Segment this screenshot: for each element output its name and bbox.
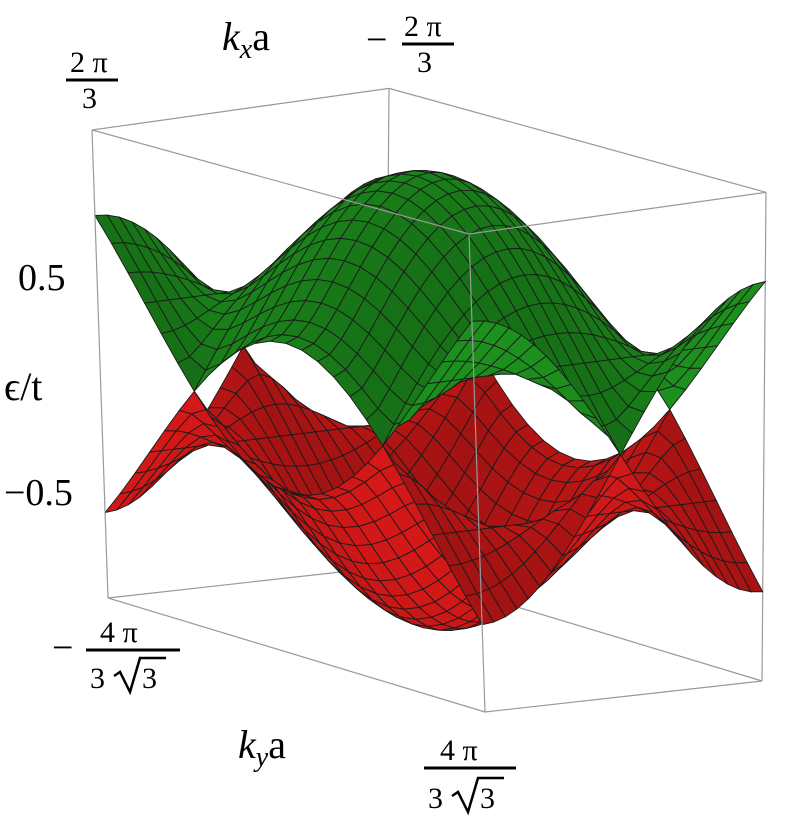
x-tick-label-minus-2pi-over-3: − 2 π 3 (366, 10, 454, 79)
z-axis-label: ϵ/t (4, 364, 42, 409)
y-tick-label-4pi-over-3root3: 4 π 3 3 (424, 734, 516, 816)
z-tick-label-minus-0.5: −0.5 (4, 472, 73, 514)
bounding-box-front (91, 129, 767, 713)
box-edge (91, 129, 470, 235)
svg-text:2 π: 2 π (70, 46, 108, 79)
box-edge (468, 233, 486, 713)
z-tick-label-0.5: 0.5 (18, 257, 66, 299)
svg-text:−: − (366, 19, 387, 61)
svg-text:4 π: 4 π (440, 734, 478, 767)
box-edge (761, 192, 767, 682)
box-edge (484, 680, 763, 713)
svg-text:2 π: 2 π (404, 10, 442, 43)
surfaces (94, 170, 767, 632)
svg-text:3: 3 (90, 662, 105, 695)
svg-text:3: 3 (428, 782, 443, 815)
x-tick-label-2pi-over-3: 2 π 3 (66, 46, 118, 115)
lower-band-patch (178, 390, 208, 415)
box-edge (468, 191, 767, 235)
svg-text:3: 3 (480, 782, 495, 815)
svg-text:3: 3 (417, 46, 432, 79)
box-edge (91, 87, 390, 131)
svg-text:−: − (52, 627, 73, 669)
box-edge (388, 87, 767, 193)
svg-text:4 π: 4 π (100, 616, 138, 649)
x-axis-label: kxa (222, 14, 270, 65)
box-edge (107, 597, 486, 713)
y-tick-label-minus-4pi-over-3root3: − 4 π 3 3 (52, 616, 180, 696)
svg-text:3: 3 (82, 82, 97, 115)
box-edge (91, 129, 109, 599)
y-axis-label: kya (238, 722, 286, 773)
svg-text:3: 3 (142, 662, 157, 695)
upper-band-patch (456, 320, 486, 342)
lower-band-patch (464, 593, 495, 626)
